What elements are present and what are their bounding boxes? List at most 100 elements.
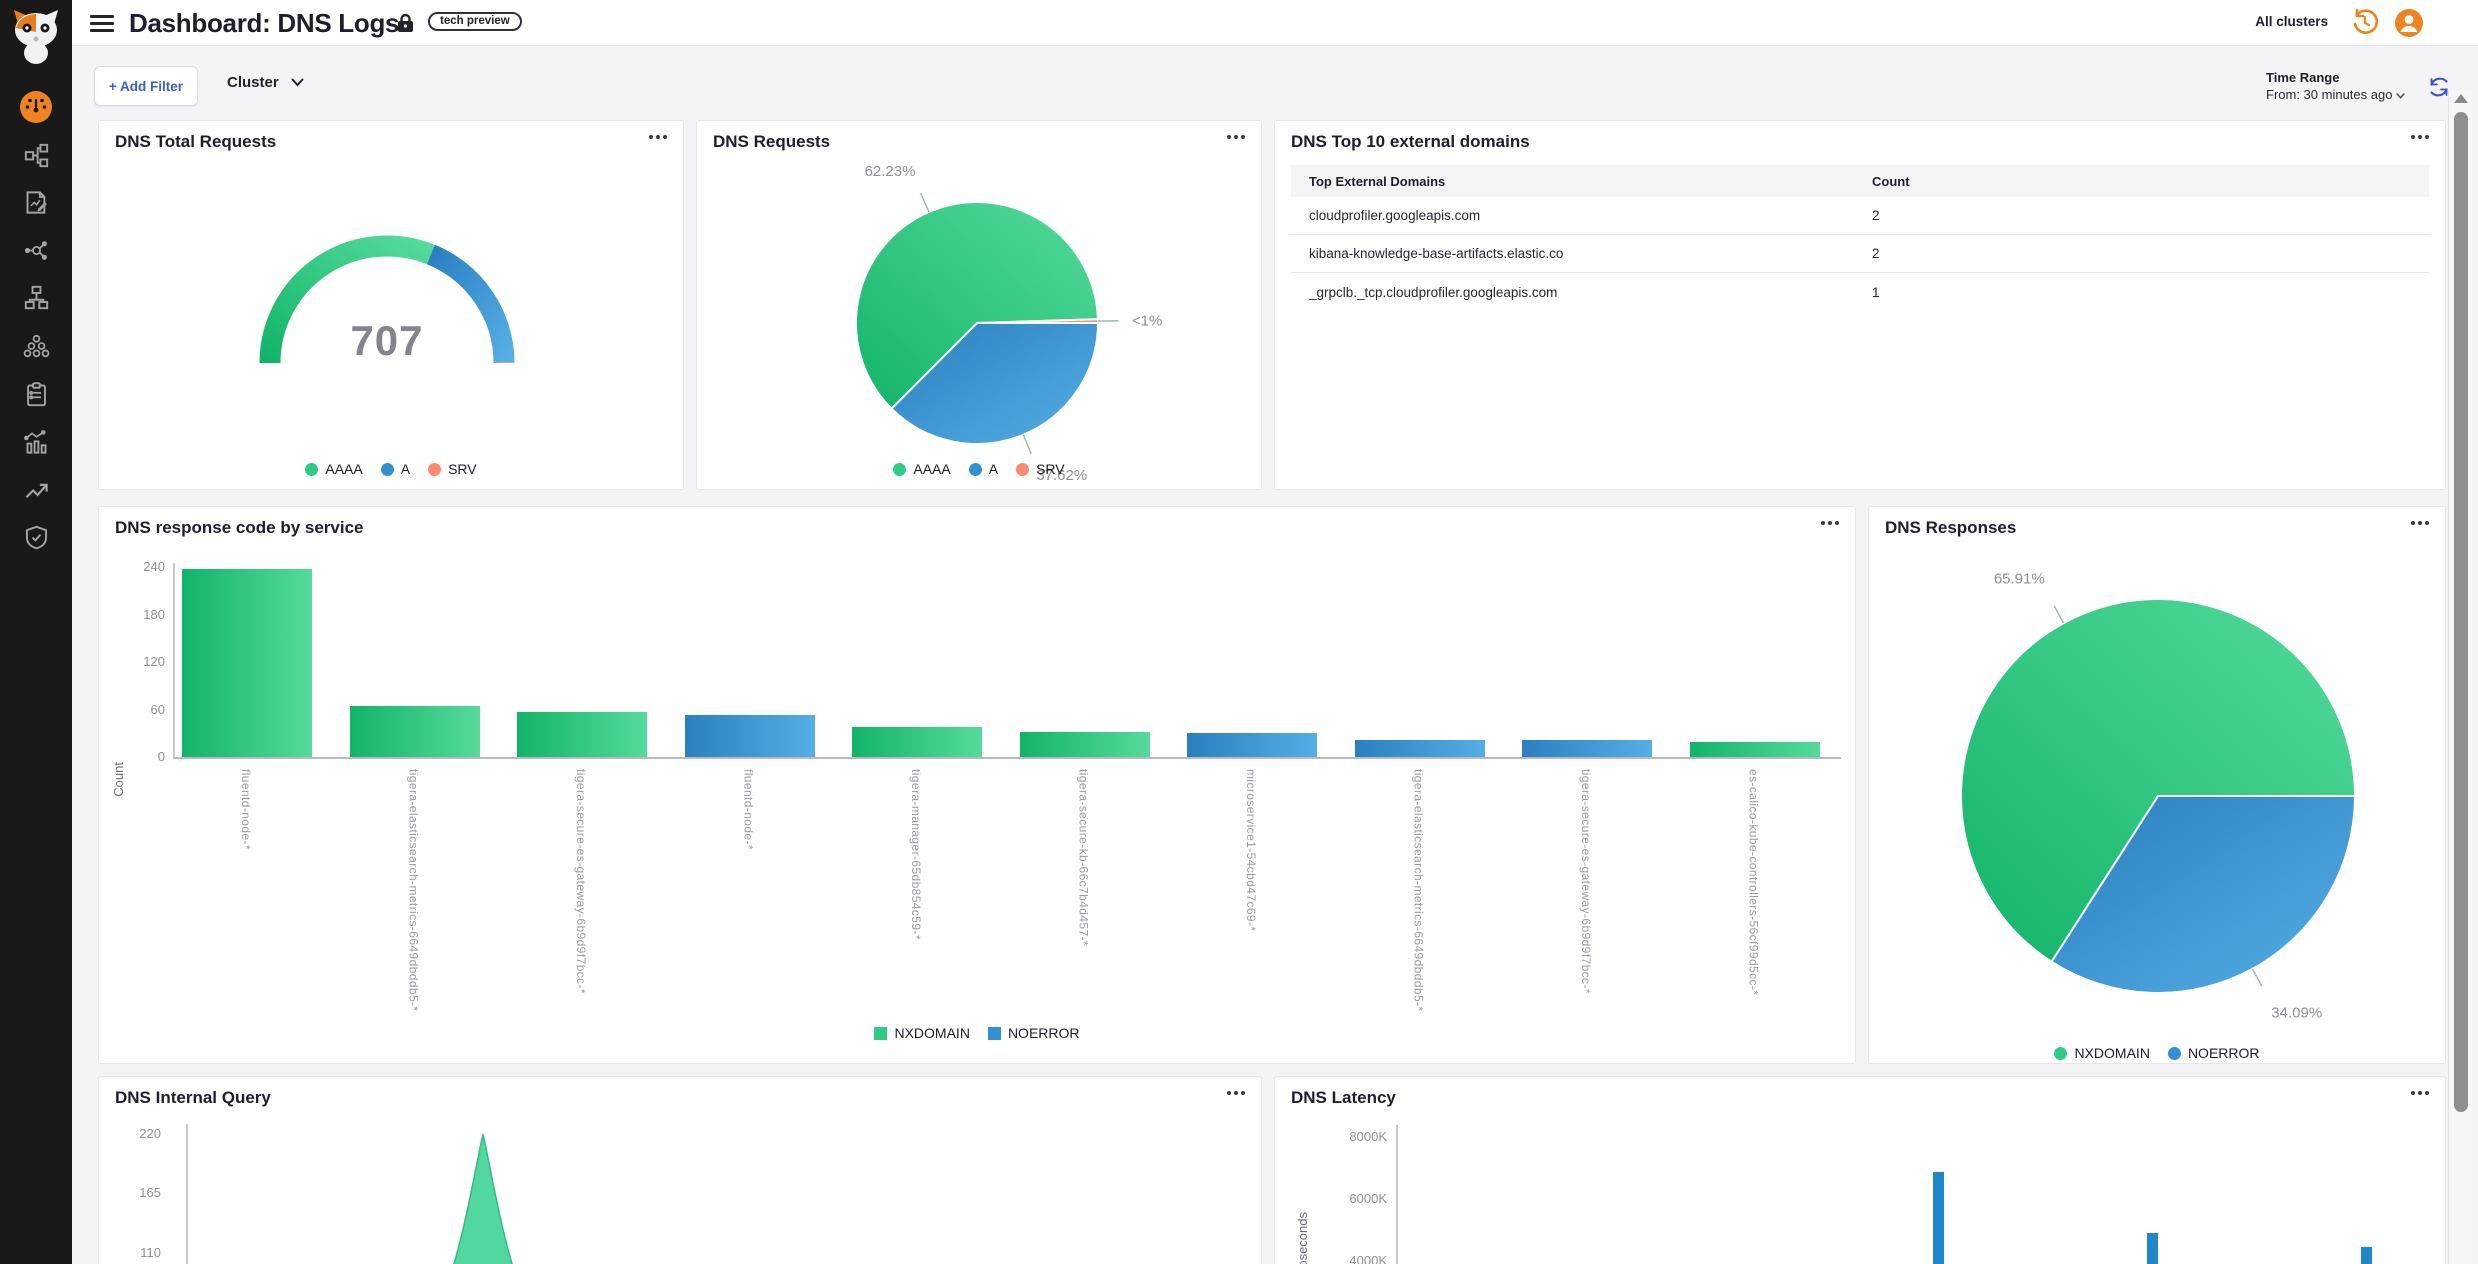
legend-label: AAAA bbox=[913, 461, 951, 477]
y-axis-label: Microseconds bbox=[1295, 1212, 1310, 1264]
pie-slice-AAAA[interactable] bbox=[855, 201, 1099, 411]
nav-security[interactable] bbox=[19, 520, 53, 554]
panel-options-icon[interactable] bbox=[1819, 515, 1841, 531]
latency-bar[interactable] bbox=[2147, 1233, 2158, 1264]
nav-network[interactable] bbox=[19, 138, 53, 172]
bar-tigera-secure-kb-66c7b4d457-*[interactable] bbox=[1019, 732, 1150, 757]
bar-es-calico-kube-controllers-56cf99d5cc-*[interactable] bbox=[1689, 742, 1820, 757]
y-axis-line bbox=[186, 1124, 188, 1264]
panel-options-icon[interactable] bbox=[2409, 515, 2431, 531]
bar-tigera-elasticsearch-metrics-6649dbddb5-*[interactable] bbox=[1354, 740, 1485, 757]
nav-clusters[interactable] bbox=[19, 328, 53, 362]
y-axis-tick: 60 bbox=[150, 701, 165, 717]
hamburger-menu-icon[interactable] bbox=[90, 11, 114, 35]
panel-options-icon[interactable] bbox=[2409, 1085, 2431, 1101]
nav-dashboard[interactable] bbox=[19, 90, 53, 124]
panel-title: DNS Latency bbox=[1291, 1088, 1396, 1107]
y-axis-tick: 8000K bbox=[1349, 1129, 1387, 1144]
legend-label: SRV bbox=[1036, 461, 1065, 477]
bar-microservice1-54cbd47c69-*[interactable] bbox=[1187, 733, 1317, 757]
panel-options-icon[interactable] bbox=[1225, 1085, 1247, 1101]
legend-item-NXDOMAIN[interactable]: NXDOMAIN bbox=[2054, 1045, 2150, 1061]
vertical-scrollbar[interactable] bbox=[2448, 90, 2472, 1264]
cell-domain: _grpclb._tcp.cloudprofiler.googleapis.co… bbox=[1309, 284, 1558, 300]
nav-statistics[interactable] bbox=[19, 425, 53, 459]
sitemap-icon bbox=[24, 285, 48, 309]
cell-count: 2 bbox=[1872, 208, 1880, 223]
x-axis-category-label: es-calico-kube-controllers-56cf99d5cc-* bbox=[1746, 769, 1761, 996]
time-range-value[interactable]: From: 30 minutes ago bbox=[2266, 87, 2405, 102]
gauge-chart[interactable] bbox=[99, 121, 683, 489]
legend-item-NOERROR[interactable]: NOERROR bbox=[2167, 1045, 2260, 1061]
legend-item-NOERROR[interactable]: NOERROR bbox=[987, 1025, 1080, 1041]
nav-service-graph[interactable] bbox=[19, 233, 53, 267]
legend-item-AAAA[interactable]: AAAA bbox=[893, 461, 951, 477]
chevron-down-icon bbox=[2396, 93, 2405, 99]
cluster-scope-selector[interactable]: All clusters bbox=[2255, 14, 2328, 29]
panel-dns-total-requests: DNS Total Requests 707 AAAA A SRV bbox=[98, 120, 684, 490]
calico-cat-logo[interactable] bbox=[6, 6, 66, 64]
bar-tigera-elasticsearch-metrics-6649dbddb5-*[interactable] bbox=[349, 706, 480, 757]
latency-bar[interactable] bbox=[1933, 1172, 1944, 1264]
legend-dot-swatch bbox=[1016, 462, 1030, 476]
gauge-segment-AAAA[interactable] bbox=[259, 235, 435, 364]
shield-check-icon bbox=[25, 525, 47, 549]
cell-domain: cloudprofiler.googleapis.com bbox=[1309, 208, 1481, 223]
legend-label: NOERROR bbox=[2187, 1045, 2260, 1061]
legend-item-A[interactable]: A bbox=[380, 461, 411, 477]
legend-label: A bbox=[400, 461, 411, 477]
legend-item-SRV[interactable]: SRV bbox=[428, 461, 477, 477]
pie-chart[interactable]: 37.62% 62.23% <1% bbox=[697, 121, 1261, 489]
legend-item-A[interactable]: A bbox=[968, 461, 998, 477]
nav-trends[interactable] bbox=[19, 473, 53, 507]
chart-legend: AAAA A SRV bbox=[99, 461, 683, 477]
chart-legend: NXDOMAIN NOERROR bbox=[99, 1025, 1855, 1041]
history-icon[interactable] bbox=[2350, 8, 2380, 38]
pie-slice-NXDOMAIN[interactable] bbox=[1960, 598, 2357, 964]
legend-item-SRV[interactable]: SRV bbox=[1016, 461, 1065, 477]
x-axis-line bbox=[173, 757, 1841, 759]
y-axis-tick: 120 bbox=[143, 654, 165, 669]
user-avatar-icon[interactable] bbox=[2394, 8, 2424, 38]
legend-item-AAAA[interactable]: AAAA bbox=[305, 461, 363, 477]
bar-tigera-manager-65db854c59-*[interactable] bbox=[852, 727, 982, 757]
refresh-icon[interactable] bbox=[2427, 76, 2451, 100]
panel-options-icon[interactable] bbox=[1225, 129, 1247, 145]
x-axis-category-label: fluentd-node-* bbox=[741, 769, 756, 850]
y-axis-tick: 165 bbox=[139, 1185, 161, 1200]
panel-options-icon[interactable] bbox=[647, 129, 669, 145]
legend-label: SRV bbox=[448, 461, 477, 477]
x-axis-category-label: tigera-elasticsearch-metrics-6649dbddb5-… bbox=[1411, 769, 1426, 1012]
legend-dot-swatch bbox=[893, 462, 907, 476]
bar-fluentd-node-*[interactable] bbox=[684, 715, 815, 757]
pie-slice-value-label: 65.91% bbox=[1994, 571, 2045, 588]
scroll-up-arrow-icon[interactable] bbox=[2454, 94, 2468, 103]
nav-policies[interactable] bbox=[19, 185, 53, 219]
y-axis-label: Count bbox=[111, 762, 126, 797]
nav-sitemap[interactable] bbox=[19, 280, 53, 314]
y-axis-tick: 4000K bbox=[1349, 1253, 1387, 1264]
area-series-spike[interactable] bbox=[450, 1133, 516, 1264]
y-axis-tick: 6000K bbox=[1349, 1191, 1387, 1206]
add-filter-button[interactable]: + Add Filter bbox=[94, 66, 198, 106]
y-axis-tick: 110 bbox=[140, 1245, 161, 1260]
sidebar bbox=[0, 0, 72, 1264]
legend-label: NOERROR bbox=[1007, 1025, 1080, 1041]
cell-count: 2 bbox=[1872, 246, 1880, 261]
legend-dot-swatch bbox=[2167, 1046, 2181, 1060]
latency-bar[interactable] bbox=[2361, 1247, 2372, 1264]
cluster-group-dropdown[interactable]: Cluster bbox=[227, 74, 304, 91]
bar-tigera-secure-es-gateway-6b9d9f7bcc-*[interactable] bbox=[517, 712, 647, 757]
gauge-segment-A[interactable] bbox=[426, 244, 515, 363]
pie-slice-value-label: 62.23% bbox=[865, 163, 916, 180]
panel-options-icon[interactable] bbox=[2409, 129, 2431, 145]
nav-compliance[interactable] bbox=[19, 377, 53, 411]
pie-chart[interactable]: 34.09% 65.91% bbox=[1869, 507, 2445, 1037]
legend-item-NXDOMAIN[interactable]: NXDOMAIN bbox=[874, 1025, 970, 1041]
bar-tigera-secure-es-gateway-6b9d9f7bcc-*[interactable] bbox=[1522, 740, 1652, 757]
bar-fluentd-node-*[interactable] bbox=[182, 569, 312, 757]
legend-sq-swatch bbox=[987, 1026, 1001, 1040]
scrollbar-thumb[interactable] bbox=[2454, 112, 2468, 1112]
network-tree-icon bbox=[24, 143, 48, 167]
panel-dns-response-code-by-service: DNS response code by service 240 180 120 60… bbox=[98, 506, 1856, 1064]
